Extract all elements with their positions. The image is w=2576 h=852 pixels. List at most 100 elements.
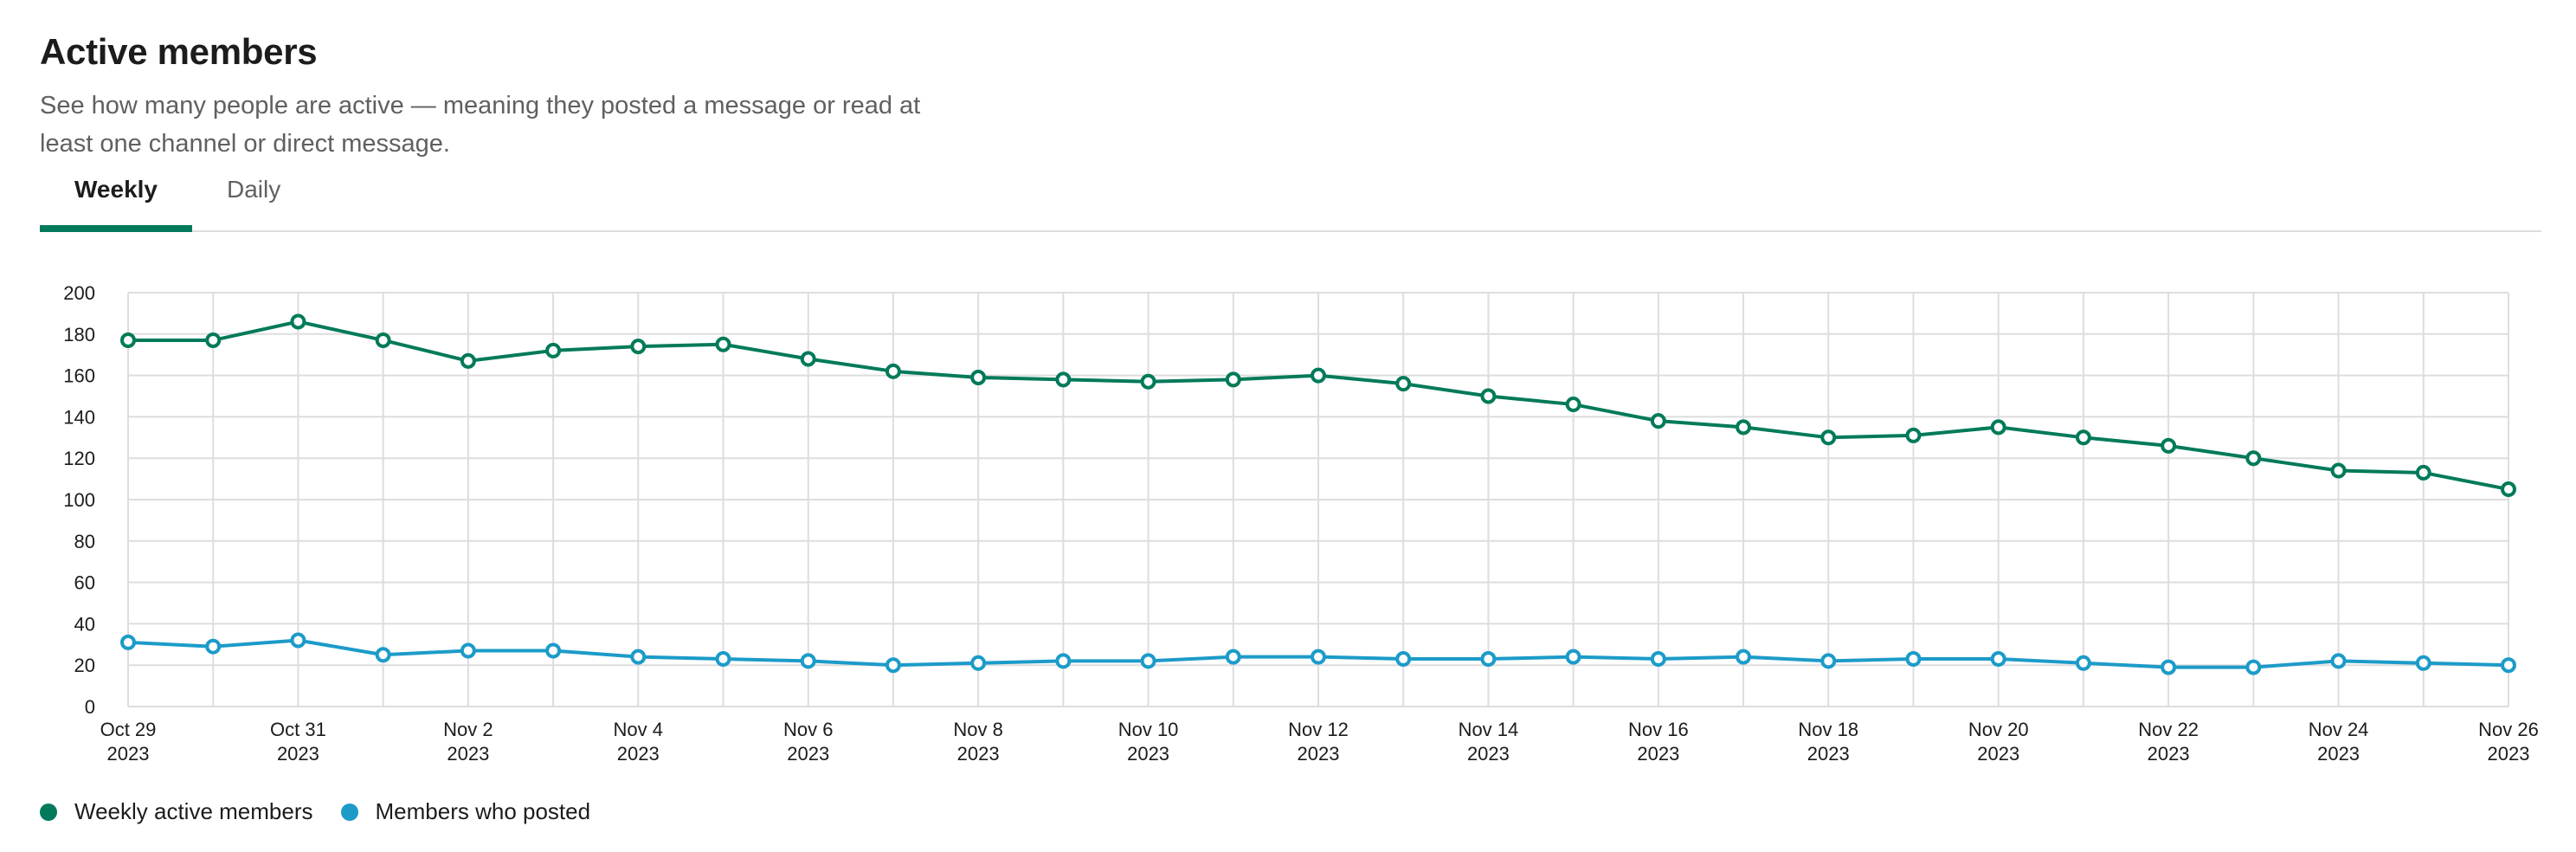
data-point (2330, 462, 2347, 479)
data-point (1055, 653, 1072, 669)
data-point (885, 657, 901, 674)
data-point (715, 336, 731, 352)
data-point (2245, 659, 2262, 675)
x-tick-label: Nov 6 (783, 719, 833, 740)
period-tabs: Weekly Daily (40, 165, 2541, 232)
data-point (1990, 651, 2006, 668)
data-point (2415, 464, 2431, 481)
active-members-chart: 0 20 40 60 80 100 120 140 160 180 200 Oct 29 2023 Oct… (63, 282, 2539, 765)
data-point (1225, 649, 1241, 665)
data-point (1565, 397, 1581, 413)
x-tick-year-label: 2023 (1127, 743, 1169, 765)
x-tick-label: Nov 8 (953, 719, 1002, 740)
data-point (1565, 649, 1581, 665)
data-point (2415, 655, 2431, 671)
data-point (2161, 659, 2177, 675)
data-point (970, 655, 987, 671)
data-point (1140, 373, 1156, 390)
x-tick-year-label: 2023 (277, 743, 319, 765)
x-tick-year-label: 2023 (2317, 743, 2360, 765)
data-point (120, 634, 136, 650)
x-tick-year-label: 2023 (1298, 743, 1340, 765)
data-point (1311, 649, 1326, 665)
data-point (1311, 367, 1326, 384)
data-point (460, 352, 476, 369)
legend-swatch-members-posted (340, 803, 358, 821)
y-tick-label: 200 (63, 282, 95, 304)
data-point (1905, 651, 1922, 668)
data-point (375, 647, 391, 663)
legend-item-members-posted[interactable]: Members who posted (340, 798, 591, 825)
x-tick-year-label: 2023 (2488, 743, 2530, 765)
data-point (715, 651, 731, 668)
data-point (1820, 429, 1837, 446)
legend-label-members-posted: Members who posted (375, 798, 591, 824)
data-point (2330, 653, 2347, 669)
y-tick-label: 120 (63, 448, 95, 469)
y-tick-label: 60 (74, 572, 95, 594)
page-subtitle: See how many people are active — meaning… (40, 92, 921, 158)
data-point (1736, 419, 1752, 436)
data-point (1140, 653, 1156, 669)
data-point (1480, 388, 1497, 404)
x-tick-label: Nov 22 (2138, 719, 2199, 740)
data-point (1395, 376, 1412, 392)
x-tick-year-label: 2023 (2148, 743, 2190, 765)
data-point (630, 339, 647, 355)
tab-daily[interactable]: Daily (227, 176, 281, 203)
x-tick-label: Nov 10 (1118, 719, 1179, 740)
y-tick-label: 40 (74, 613, 95, 635)
data-point (1650, 651, 1666, 668)
x-tick-year-label: 2023 (447, 743, 489, 765)
y-tick-label: 80 (74, 531, 95, 552)
y-tick-label: 140 (63, 406, 95, 428)
data-point (800, 653, 816, 669)
x-tick-label: Nov 26 (2478, 719, 2539, 740)
y-tick-label: 100 (63, 489, 95, 511)
data-point (460, 642, 476, 659)
data-point (1990, 419, 2006, 436)
data-point (2075, 429, 2091, 446)
data-point (885, 363, 901, 379)
data-point (1905, 427, 1922, 443)
data-point (545, 642, 562, 659)
x-tick-year-label: 2023 (617, 743, 660, 765)
data-point (290, 632, 306, 649)
x-tick-label: Nov 4 (614, 719, 663, 740)
data-point (2501, 481, 2516, 498)
data-point (545, 342, 562, 358)
x-tick-label: Oct 29 (100, 719, 157, 740)
y-tick-label: 160 (63, 365, 95, 387)
y-tick-label: 180 (63, 324, 95, 345)
y-tick-label: 20 (74, 655, 95, 676)
x-tick-label: Nov 12 (1288, 719, 1349, 740)
x-tick-year-label: 2023 (957, 743, 1000, 765)
data-point (1736, 649, 1752, 665)
data-point (2501, 657, 2516, 674)
x-tick-label: Nov 14 (1459, 719, 1519, 740)
data-point (1055, 371, 1072, 388)
data-point (1650, 413, 1666, 429)
data-point (120, 332, 136, 348)
x-tick-label: Nov 18 (1798, 719, 1858, 740)
x-tick-label: Nov 16 (1628, 719, 1689, 740)
legend-label-weekly-active: Weekly active members (74, 798, 313, 824)
x-tick-year-label: 2023 (1467, 743, 1510, 765)
x-tick-year-label: 2023 (787, 743, 829, 765)
legend-item-weekly-active[interactable]: Weekly active members (40, 798, 313, 825)
data-point (1395, 651, 1412, 668)
data-point (2245, 450, 2262, 467)
data-point (1480, 651, 1497, 668)
data-point (1820, 653, 1837, 669)
tab-weekly[interactable]: Weekly (40, 165, 192, 232)
data-point (205, 638, 222, 655)
page-header: Active members See how many people are a… (40, 24, 992, 163)
data-point (375, 332, 391, 348)
data-point (1225, 371, 1241, 388)
data-point (2161, 437, 2177, 454)
x-tick-label: Oct 31 (270, 719, 326, 740)
y-tick-label: 0 (85, 696, 95, 718)
chart-legend: Weekly active members Members who posted (40, 798, 618, 825)
x-tick-label: Nov 20 (1968, 719, 2029, 740)
data-point (630, 649, 647, 665)
